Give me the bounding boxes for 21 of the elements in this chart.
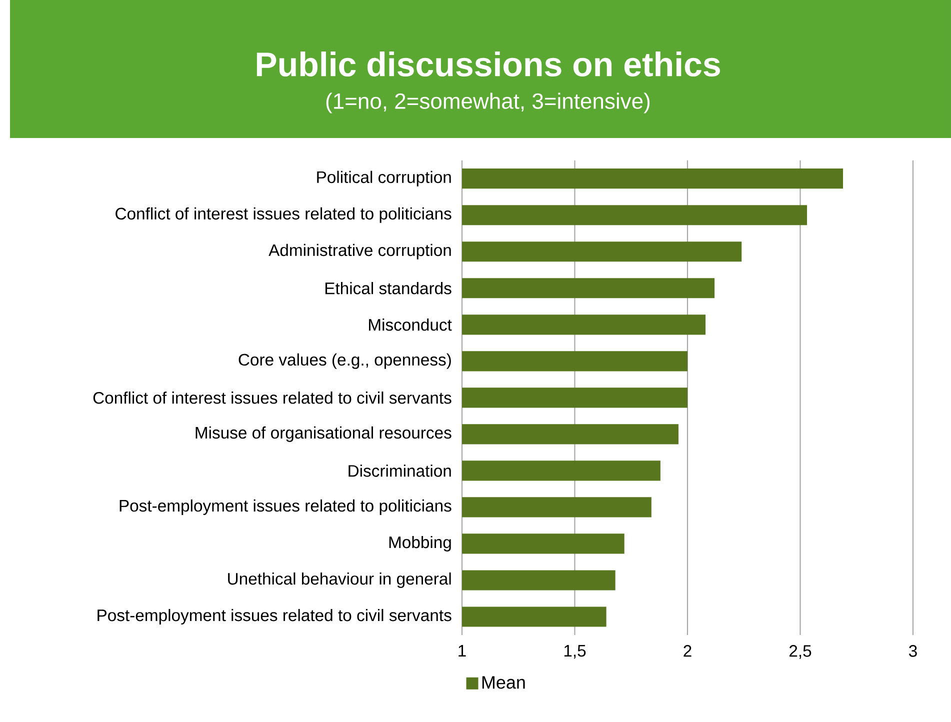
- x-tick-label: 1: [458, 645, 466, 657]
- y-tick-label: Conflict of interest issues related to politicians: [116, 207, 452, 223]
- y-tick-label: Misuse of organisational resources: [196, 426, 452, 442]
- y-tick-label: Ethical standards: [325, 282, 452, 294]
- chart-subtitle: (1=no, 2=somewhat, 3=intensive): [326, 92, 650, 114]
- x-tick-label: 3: [908, 645, 917, 657]
- y-tick-label: Conflict of interest issues related to civil servants: [93, 392, 452, 404]
- y-tick-label: Mobbing: [389, 536, 451, 552]
- y-tick-label: Misconduct: [369, 318, 452, 331]
- y-tick-label: Post-employment issues related to politicians: [120, 499, 452, 515]
- y-tick-label: Administrative corruption: [268, 244, 451, 260]
- legend-label: Mean: [482, 676, 525, 689]
- y-tick-label: Political corruption: [317, 170, 451, 186]
- x-tick-label: 2: [684, 645, 692, 657]
- x-tick-label: 1,5: [564, 645, 586, 659]
- y-tick-label: Discrimination: [348, 464, 451, 477]
- y-tick-label: Unethical behaviour in general: [228, 572, 451, 588]
- chart-title: Public discussions on ethics: [256, 52, 720, 76]
- y-tick-label: Post-employment issues related to civil servants: [98, 608, 452, 625]
- y-tick-label: Core values (e.g., openness): [238, 353, 451, 369]
- x-tick-label: 2,5: [789, 645, 812, 659]
